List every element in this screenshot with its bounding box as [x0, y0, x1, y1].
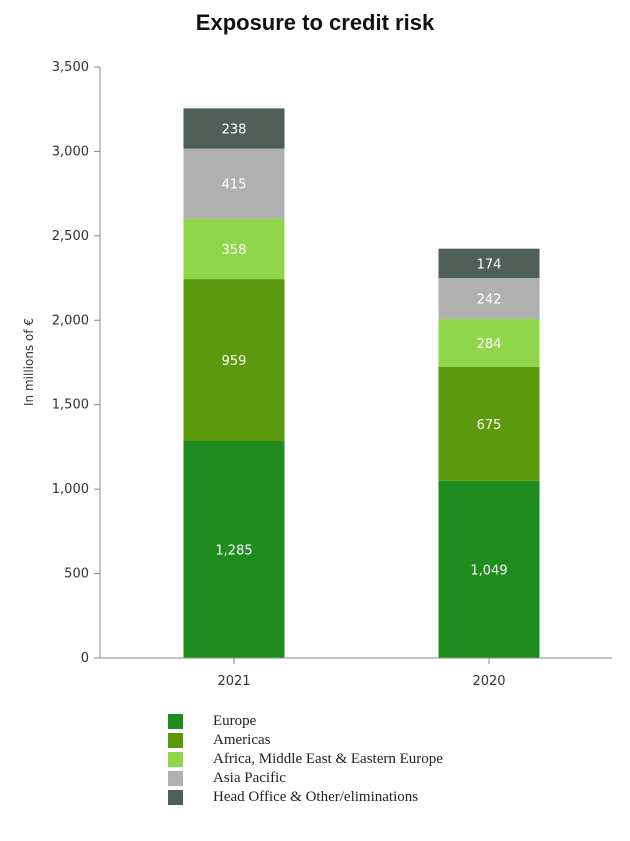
data-label: 238 [222, 122, 247, 137]
chart-title: Exposure to credit risk [195, 10, 435, 35]
y-tick-label: 2,000 [52, 313, 89, 328]
legend-label: Africa, Middle East & Eastern Europe [213, 751, 443, 767]
y-tick-label: 1,000 [52, 482, 89, 497]
bar-segment [183, 218, 285, 280]
x-tick-label: 2020 [472, 674, 505, 689]
bars: 1,285 959 358 415 238 1,049 675 284 242 174 [183, 108, 540, 658]
legend-swatch [168, 790, 183, 805]
data-label: 675 [477, 418, 502, 433]
y-tick-label: 2,500 [52, 229, 89, 244]
data-label: 1,049 [470, 563, 507, 578]
y-tick-label: 3,000 [52, 144, 89, 159]
y-tick-label: 1,500 [52, 398, 89, 413]
bar-segment [183, 108, 285, 149]
legend-swatch [168, 714, 183, 729]
data-label: 174 [477, 257, 502, 272]
legend-label: Asia Pacific [213, 770, 286, 786]
legend-label: Europe [213, 713, 257, 729]
x-axis: 2021 2020 [100, 657, 612, 689]
legend-item: Africa, Middle East & Eastern Europe [168, 750, 443, 769]
data-label: 242 [477, 293, 502, 308]
data-label: 284 [477, 337, 502, 352]
bar-segment [438, 480, 540, 658]
y-axis-title: In millions of € [22, 318, 36, 406]
legend-item: Europe [168, 712, 443, 731]
legend-label: Americas [213, 732, 271, 748]
chart-area: 0 500 1,000 1,500 2,000 2,500 3,000 3,500 1,285… [22, 60, 612, 689]
bar-segment [438, 278, 540, 319]
bar-segment [183, 441, 285, 658]
legend-item: Americas [168, 731, 443, 750]
bar-segment [183, 279, 285, 442]
bar-segment [183, 148, 285, 219]
legend: Europe Americas Africa, Middle East & East… [168, 712, 443, 807]
data-label: 1,285 [215, 544, 252, 559]
legend-item: Asia Pacific [168, 769, 443, 788]
legend-swatch [168, 771, 183, 786]
bar-segment [438, 318, 540, 367]
y-tick-label: 500 [64, 567, 89, 582]
x-tick-label: 2021 [217, 674, 250, 689]
y-tick-label: 3,500 [52, 60, 89, 75]
legend-label: Head Office & Other/eliminations [213, 789, 419, 805]
y-tick-label: 0 [81, 651, 89, 666]
y-axis: 0 500 1,000 1,500 2,000 2,500 3,000 3,500 [52, 60, 101, 666]
data-label: 959 [222, 354, 247, 369]
bar-segment [438, 248, 540, 279]
legend-item: Head Office & Other/eliminations [168, 788, 443, 807]
legend-swatch [168, 752, 183, 767]
bar-segment [438, 366, 540, 481]
legend-swatch [168, 733, 183, 748]
data-label: 358 [222, 243, 247, 258]
data-label: 415 [222, 178, 247, 193]
